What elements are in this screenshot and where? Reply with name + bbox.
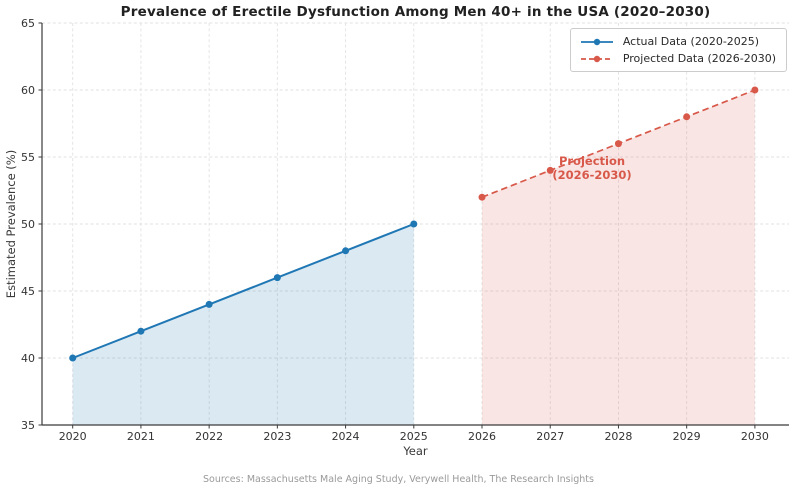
tick-marks <box>38 22 756 429</box>
x-axis-label: Year <box>403 444 428 458</box>
actual-area-fill <box>72 224 414 425</box>
legend-item: Actual Data (2020-2025) <box>579 33 776 50</box>
data-point-marker <box>205 300 213 308</box>
x-tick-label: 2022 <box>195 430 223 443</box>
legend: Actual Data (2020-2025) Projected Data (2… <box>569 28 787 72</box>
x-tick-label: 2020 <box>59 430 87 443</box>
x-tick-label: 2026 <box>468 430 496 443</box>
x-tick-label: 2030 <box>741 430 769 443</box>
data-point-marker <box>410 220 418 228</box>
data-point-marker <box>137 327 145 335</box>
y-tick-label: 35 <box>21 419 35 432</box>
data-point-marker <box>342 247 350 255</box>
chart-title: Prevalence of Erectile Dysfunction Among… <box>120 4 711 20</box>
x-tick-label: 2023 <box>263 430 291 443</box>
source-caption: Sources: Massachusetts Male Aging Study,… <box>203 474 594 485</box>
actual-series-markers <box>69 220 418 362</box>
data-point-marker <box>273 274 281 282</box>
legend-item-label: Projected Data (2026-2030) <box>622 52 776 65</box>
y-tick-label: 60 <box>21 84 35 97</box>
x-tick-labels: 2020 2021 2022 2023 2024 2025 2026 2027 2028 2029… <box>59 430 769 443</box>
data-point-marker <box>751 86 759 94</box>
annotation-line1: Projection <box>558 154 626 168</box>
legend-sample-line <box>580 38 613 45</box>
legend-item-label: Actual Data (2020-2025) <box>622 35 760 48</box>
legend-item: Projected Data (2026-2030) <box>579 50 776 67</box>
projected-series-markers <box>478 86 759 201</box>
x-tick-label: 2028 <box>604 430 632 443</box>
y-tick-label: 45 <box>21 285 35 298</box>
data-point-marker <box>683 113 691 121</box>
y-tick-label: 40 <box>21 352 35 365</box>
annotation-line2: (2026-2030) <box>552 168 632 182</box>
projection-annotation: Projection (2026-2030) <box>542 154 642 182</box>
x-tick-label: 2024 <box>332 430 360 443</box>
actual-series-line <box>72 223 415 359</box>
x-tick-label: 2027 <box>536 430 564 443</box>
y-tick-labels: 35 40 45 50 55 60 65 <box>21 17 35 432</box>
x-tick-label: 2025 <box>400 430 428 443</box>
legend-sample-line <box>580 55 613 62</box>
data-point-marker <box>614 140 622 148</box>
y-axis-label: Estimated Prevalence (%) <box>4 149 18 299</box>
data-point-marker <box>478 193 486 201</box>
x-tick-label: 2029 <box>673 430 701 443</box>
y-tick-label: 55 <box>21 151 35 164</box>
y-tick-label: 50 <box>21 218 35 231</box>
data-point-marker <box>69 354 77 362</box>
x-tick-label: 2021 <box>127 430 155 443</box>
data-point-marker <box>546 166 554 174</box>
y-tick-label: 65 <box>21 17 35 30</box>
